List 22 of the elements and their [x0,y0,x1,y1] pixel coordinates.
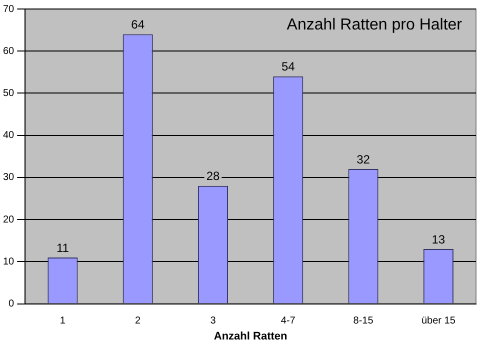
data-label: 64 [131,18,145,32]
y-tick-label: 60 [3,46,15,57]
data-label: 11 [56,240,70,255]
y-tick-label: 0 [8,298,15,310]
x-tick-label: 2 [135,316,142,327]
x-tick-label: 4-7 [280,316,296,327]
data-label: 28 [206,169,220,184]
data-label: 54 [281,60,296,74]
data-label: 32 [356,152,370,166]
x-tick-label: 1 [60,316,66,327]
y-tick-label: 40 [3,130,15,142]
y-tick-label: 50 [3,88,15,99]
y-tick-label: 10 [3,256,15,268]
y-tick-label: 30 [3,172,15,184]
x-axis-title: Anzahl Ratten [214,330,288,342]
data-label: 13 [432,232,446,246]
y-tick-label: 70 [3,4,15,15]
x-tick-label: 8-15 [353,316,374,327]
x-tick-label: 3 [210,316,216,327]
x-tick-label: über 15 [421,316,456,327]
chart-title: Anzahl Ratten pro Halter [286,16,463,34]
y-tick-label: 20 [3,214,15,226]
